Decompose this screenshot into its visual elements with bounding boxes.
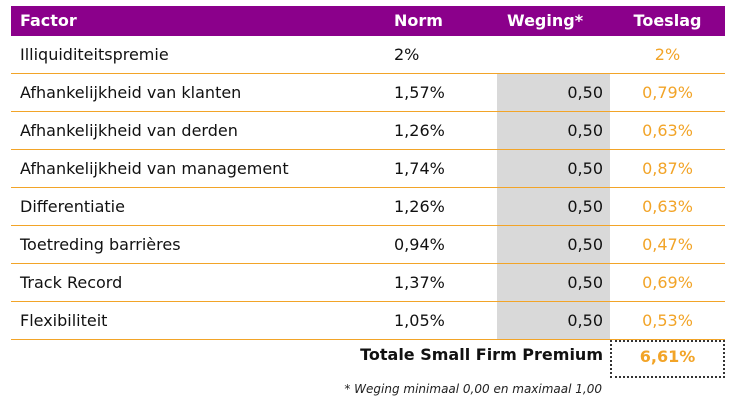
cell-weging: 0,50 [567, 235, 603, 254]
weging-shade [497, 264, 610, 301]
table-row: Afhankelijkheid van klanten 1,57% 0,50 0… [11, 74, 725, 112]
table-row: Afhankelijkheid van derden 1,26% 0,50 0,… [11, 112, 725, 150]
cell-toeslag: 0,63% [642, 121, 693, 140]
table-header: Factor Norm Weging* Toeslag [11, 6, 725, 36]
footnote: * Weging minimaal 0,00 en maximaal 1,00 [344, 382, 602, 396]
cell-toeslag: 0,79% [642, 83, 693, 102]
cell-weging: 0,50 [567, 121, 603, 140]
table-row: Afhankelijkheid van management 1,74% 0,5… [11, 150, 725, 188]
header-factor: Factor [20, 11, 77, 30]
cell-norm: 2% [394, 45, 420, 64]
cell-weging: 0,50 [567, 83, 603, 102]
cell-factor: Afhankelijkheid van klanten [20, 83, 242, 102]
total-value: 6,61% [610, 340, 725, 378]
cell-weging: 0,50 [567, 311, 603, 330]
cell-norm: 0,94% [394, 235, 445, 254]
cell-weging: 0,50 [567, 273, 603, 292]
total-row: Totale Small Firm Premium 6,61% [11, 340, 725, 378]
cell-factor: Toetreding barrières [20, 235, 181, 254]
weging-shade [497, 226, 610, 263]
weging-shade [497, 74, 610, 111]
weging-shade [497, 150, 610, 187]
cell-norm: 1,26% [394, 197, 445, 216]
cell-toeslag: 2% [654, 45, 681, 64]
cell-weging: 0,50 [567, 159, 603, 178]
table-row: Flexibiliteit 1,05% 0,50 0,53% [11, 302, 725, 340]
cell-norm: 1,05% [394, 311, 445, 330]
header-weging: Weging* [507, 11, 584, 30]
cell-norm: 1,57% [394, 83, 445, 102]
cell-toeslag: 0,69% [642, 273, 693, 292]
table-row: Toetreding barrières 0,94% 0,50 0,47% [11, 226, 725, 264]
cell-weging: 0,50 [567, 197, 603, 216]
cell-toeslag: 0,87% [642, 159, 693, 178]
cell-factor: Illiquiditeitspremie [20, 45, 169, 64]
cell-toeslag: 0,47% [642, 235, 693, 254]
weging-shade [497, 112, 610, 149]
cell-toeslag: 0,63% [642, 197, 693, 216]
header-toeslag: Toeslag [633, 11, 702, 30]
cell-factor: Afhankelijkheid van management [20, 159, 289, 178]
table-row: Track Record 1,37% 0,50 0,69% [11, 264, 725, 302]
weging-shade [497, 188, 610, 225]
weging-shade [497, 302, 610, 339]
cell-norm: 1,26% [394, 121, 445, 140]
cell-factor: Flexibiliteit [20, 311, 108, 330]
cell-norm: 1,37% [394, 273, 445, 292]
header-norm: Norm [394, 11, 443, 30]
table-row: Differentiatie 1,26% 0,50 0,63% [11, 188, 725, 226]
cell-norm: 1,74% [394, 159, 445, 178]
total-label: Totale Small Firm Premium [360, 345, 603, 364]
table-row: Illiquiditeitspremie 2% 2% [11, 36, 725, 74]
cell-factor: Track Record [20, 273, 123, 292]
cell-toeslag: 0,53% [642, 311, 693, 330]
cell-factor: Afhankelijkheid van derden [20, 121, 238, 140]
cell-factor: Differentiatie [20, 197, 125, 216]
small-firm-premium-table: Factor Norm Weging* Toeslag Illiquiditei… [11, 6, 725, 378]
